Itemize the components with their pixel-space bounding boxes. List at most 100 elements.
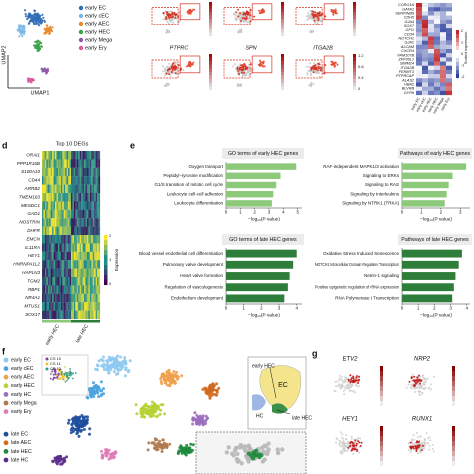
background-cell <box>338 442 341 445</box>
heatmap-cell <box>81 302 83 311</box>
heatmap-cell <box>72 159 74 168</box>
heatmap-cell <box>79 218 82 227</box>
background-cell <box>343 450 346 453</box>
colorbar-step <box>353 22 356 26</box>
gene-label: ORAI1 <box>26 152 40 157</box>
heatmap-cell <box>47 243 50 252</box>
background-cell <box>234 19 237 22</box>
expressing-cell <box>162 12 165 14</box>
ec-region <box>259 365 302 410</box>
heatmap-cell <box>416 65 422 71</box>
expressing-cell <box>246 11 248 14</box>
heatmap-cell <box>440 49 446 54</box>
cell-point <box>65 455 69 459</box>
background-cell <box>276 450 281 456</box>
colorbar-step <box>281 25 284 30</box>
heatmap-cell <box>416 82 422 87</box>
colorbar-step <box>281 57 284 62</box>
cell-point <box>106 364 110 368</box>
heatmap-cell <box>88 193 90 202</box>
legend-swatch <box>78 45 84 51</box>
heatmap-cell <box>86 243 89 252</box>
heatmap-cell <box>434 69 440 75</box>
heatmap-cell <box>73 310 76 320</box>
heatmap-cell <box>428 78 434 83</box>
heatmap-cell <box>89 167 92 177</box>
heatmap-cell <box>72 176 74 185</box>
expressing-cell <box>354 439 357 442</box>
cell-point <box>164 380 167 384</box>
heatmap-cell <box>82 184 85 194</box>
background-cell <box>357 385 360 388</box>
bar <box>402 272 456 280</box>
heatmap-cell <box>73 260 76 269</box>
heatmap-cell <box>59 218 61 227</box>
cell-point <box>204 414 208 418</box>
heatmap-cell <box>85 243 88 252</box>
expressing-cell <box>180 68 183 70</box>
heatmap-cell <box>73 268 76 278</box>
background-cell <box>337 385 340 387</box>
colorbar-step <box>104 255 108 261</box>
gene-label: MTUS1 <box>24 304 40 309</box>
heatmap-cell <box>428 90 434 96</box>
background-cell <box>306 15 309 18</box>
heatmap-cell <box>66 176 69 185</box>
background-cell <box>341 383 344 386</box>
cell-point <box>215 382 219 386</box>
heatmap-cell <box>56 176 59 185</box>
heatmap-cell <box>55 209 57 219</box>
heatmap-cell <box>73 302 76 311</box>
expressing-cell <box>238 72 241 75</box>
heatmap-cell <box>88 268 90 278</box>
expressing-cell <box>350 449 353 452</box>
heatmap-cell <box>88 151 90 160</box>
heatmap-cell <box>78 226 80 236</box>
heatmap-cell <box>440 57 446 62</box>
heatmap-cell <box>89 218 92 227</box>
colorbar-step <box>353 64 356 69</box>
background-cell <box>235 459 240 464</box>
heatmap-cell <box>59 277 61 286</box>
background-cell <box>422 387 425 390</box>
heatmap-cell <box>84 201 86 210</box>
heatmap-cell <box>79 209 82 219</box>
background-cell <box>432 450 435 453</box>
heatmap-cell <box>81 293 83 303</box>
heatmap-cell <box>91 209 93 219</box>
heatmap-cell <box>440 78 446 83</box>
x-tick-label: 1 <box>417 306 420 311</box>
heatmap-cell <box>440 65 446 71</box>
background-cell <box>309 10 312 13</box>
cell-point <box>109 359 112 363</box>
heatmap-cell <box>91 285 93 294</box>
heatmap-cell <box>85 176 88 185</box>
heatmap-cell <box>76 310 79 320</box>
heatmap-cell <box>422 57 428 62</box>
cell-point <box>155 448 159 452</box>
group-bar <box>42 320 71 323</box>
gene-label: PTPRC <box>170 45 189 51</box>
heatmap-cell <box>46 159 48 168</box>
heatmap-cell <box>446 69 452 75</box>
heatmap-cell <box>88 235 90 244</box>
cell-point <box>155 445 159 448</box>
heatmap-cell <box>89 151 92 160</box>
heatmap-cell <box>62 159 64 168</box>
heatmap-cell <box>84 151 86 160</box>
colorbar-step <box>281 32 284 37</box>
cell-point <box>29 16 32 19</box>
heatmap-cell <box>65 235 67 244</box>
heatmap-cell <box>72 293 74 303</box>
zoom-box <box>151 7 179 26</box>
cell-point <box>28 21 31 24</box>
heatmap-cell <box>73 201 76 210</box>
cell-point <box>156 407 160 411</box>
heatmap-cell <box>78 293 80 303</box>
chart-title: GO terms of early HEC genes <box>228 151 299 157</box>
category-label: Oxidative Stress Induced Senescence <box>323 251 400 256</box>
chart-title-box <box>222 234 304 245</box>
column-label: early HEC <box>427 97 439 114</box>
heatmap-cell <box>62 209 64 219</box>
background-cell <box>424 386 427 389</box>
